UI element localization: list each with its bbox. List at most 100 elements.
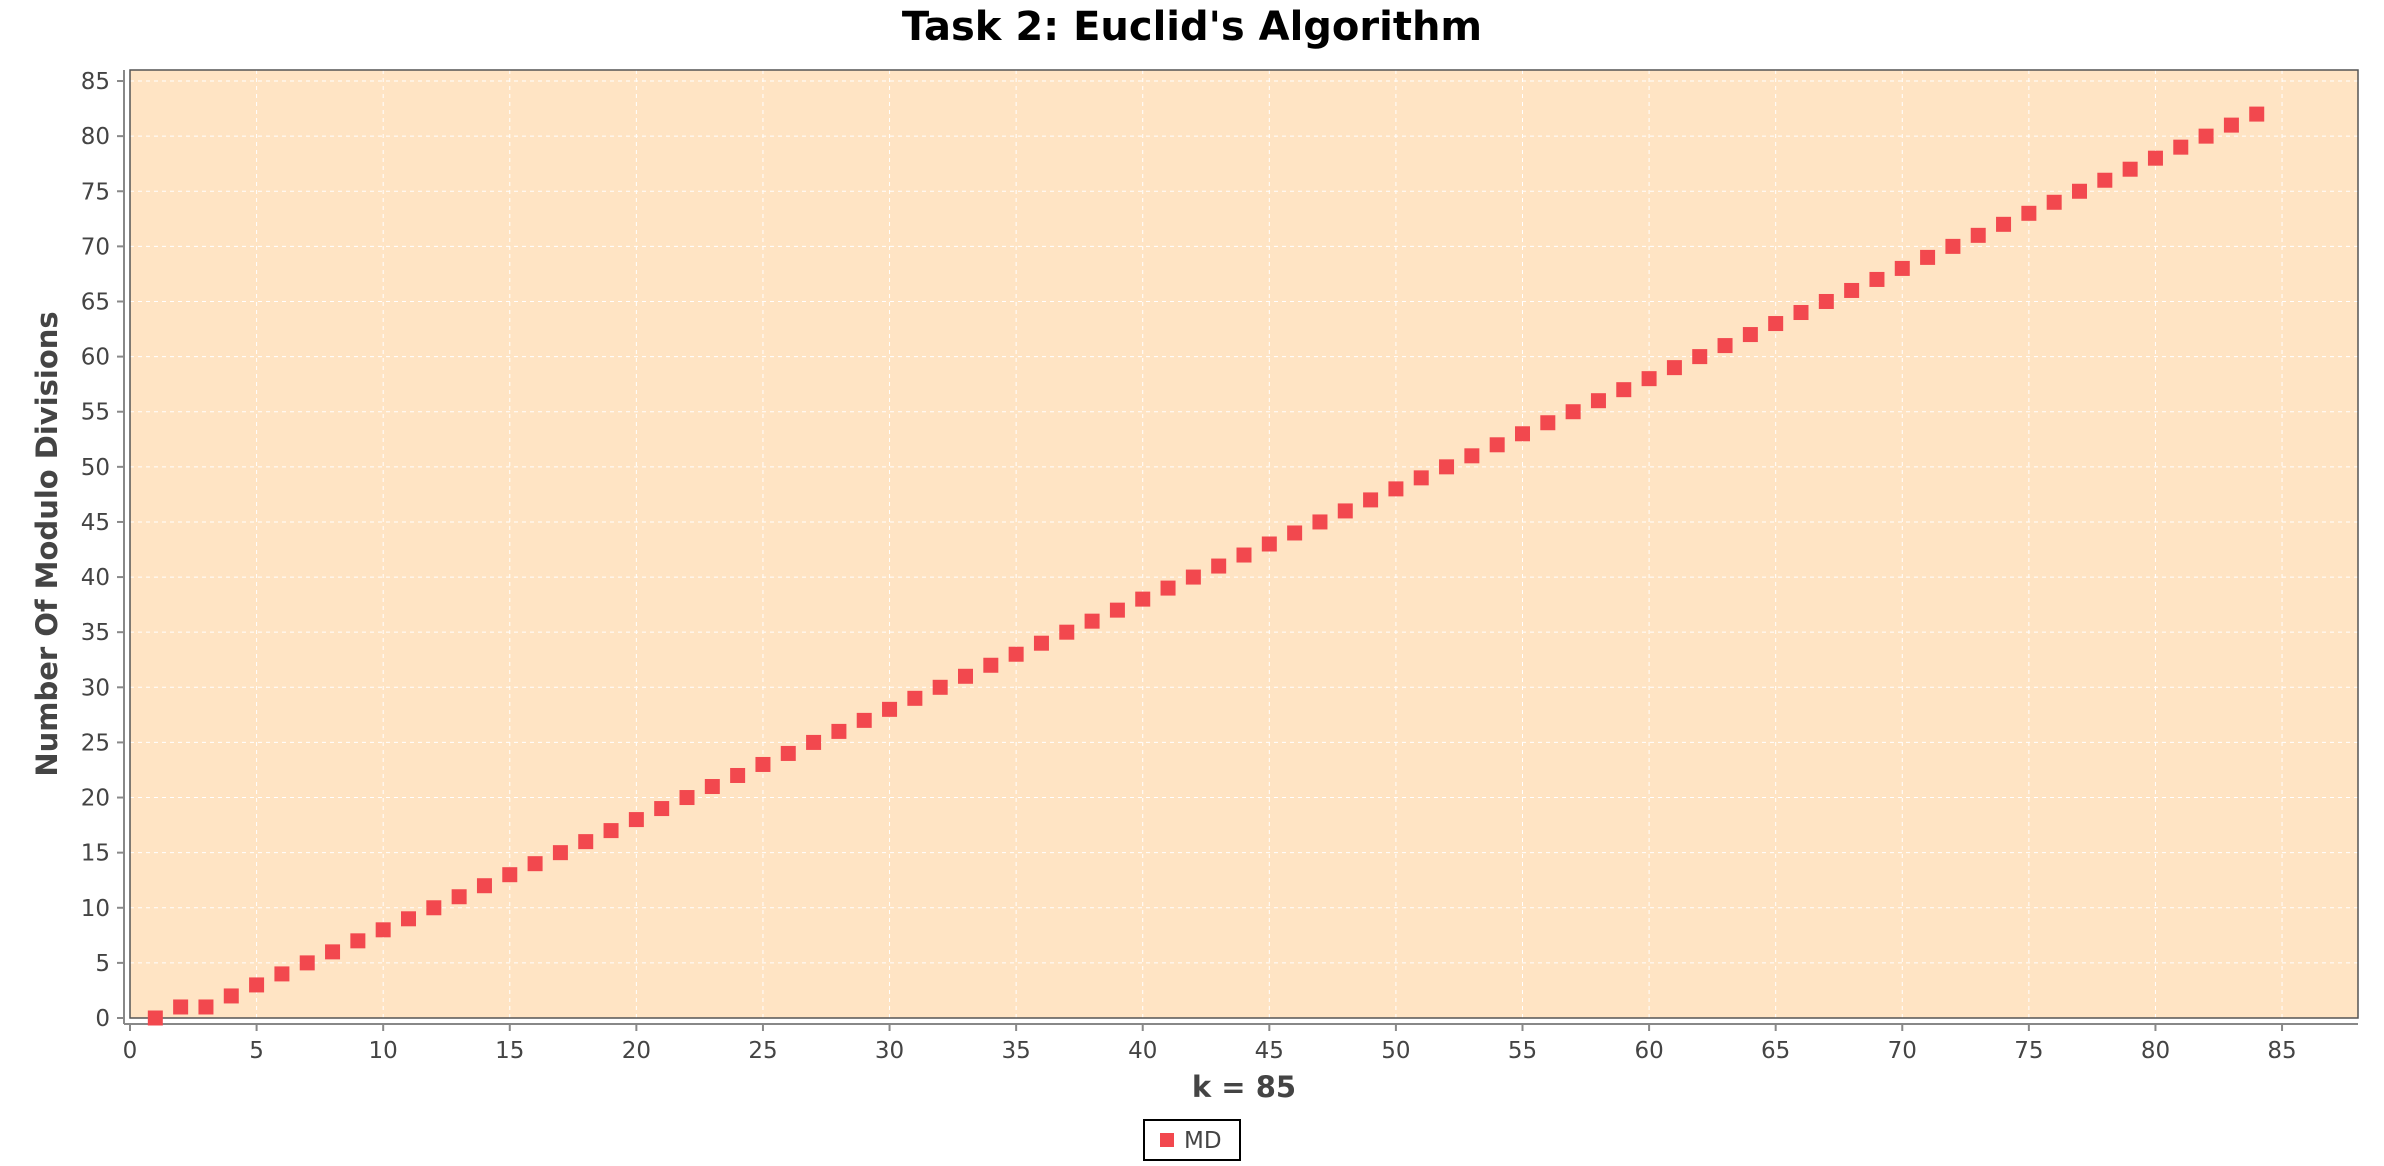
x-tick-label: 70	[1888, 1038, 1917, 1064]
data-point	[1945, 238, 1961, 254]
y-tick-label: 25	[81, 730, 110, 756]
data-point	[603, 823, 619, 839]
data-point	[2147, 150, 2163, 166]
data-point	[2072, 183, 2087, 199]
data-point	[502, 867, 518, 883]
data-point	[2021, 205, 2037, 221]
data-point	[983, 657, 999, 673]
data-point	[578, 834, 594, 850]
data-point	[2173, 139, 2189, 155]
x-tick-label: 55	[1508, 1038, 1537, 1064]
x-tick-label: 50	[1381, 1038, 1410, 1064]
data-point	[806, 734, 822, 750]
data-point	[1388, 481, 1404, 497]
data-point	[730, 767, 746, 783]
data-point	[1363, 492, 1379, 508]
data-point	[1970, 227, 1986, 243]
data-point	[1033, 635, 1049, 651]
data-point	[1869, 271, 1885, 287]
x-tick-label: 85	[2267, 1038, 2296, 1064]
x-tick-label: 35	[1001, 1038, 1030, 1064]
data-point	[1464, 448, 1480, 464]
data-point	[1996, 216, 2012, 232]
data-point	[1920, 249, 1936, 265]
x-tick-label: 75	[2014, 1038, 2043, 1064]
data-point	[1185, 569, 1201, 585]
y-axis-label: Number Of Modulo Divisions	[30, 311, 64, 776]
x-tick-label: 45	[1255, 1038, 1284, 1064]
grid	[130, 70, 2358, 1018]
data-point	[147, 1010, 163, 1026]
y-tick-label: 70	[81, 234, 110, 260]
y-tick-label: 80	[81, 124, 110, 150]
axes	[123, 69, 2359, 1025]
y-tick-label: 10	[81, 896, 110, 922]
data-point	[1641, 371, 1657, 387]
y-tick-label: 75	[81, 179, 110, 205]
x-tick-label: 20	[622, 1038, 651, 1064]
data-point	[1135, 591, 1151, 607]
data-point	[1515, 426, 1530, 442]
data-point	[704, 779, 720, 795]
data-point	[198, 999, 214, 1015]
data-point	[249, 977, 265, 993]
data-point	[2223, 117, 2239, 133]
data-point	[1616, 382, 1632, 398]
data-point	[1337, 503, 1353, 519]
y-tick-label: 60	[81, 345, 110, 371]
y-tick-label: 20	[81, 786, 110, 812]
data-point	[274, 966, 290, 982]
data-point	[1160, 580, 1176, 596]
data-point	[2097, 172, 2113, 188]
y-tick-label: 40	[81, 565, 110, 591]
data-point	[1489, 437, 1505, 453]
data-point	[831, 723, 847, 739]
chart-title: Task 2: Euclid's Algorithm	[902, 4, 1482, 50]
data-point	[476, 878, 492, 894]
data-point	[527, 856, 543, 872]
y-axis-ticks: 0 5 10 15 20 25 30 35 40 45 50 55 60 65 70 75 80 85	[81, 69, 124, 1032]
data-point	[325, 944, 341, 960]
data-point	[2249, 106, 2265, 122]
data-point	[1793, 305, 1809, 321]
data-point	[1742, 327, 1758, 343]
y-tick-label: 15	[81, 841, 110, 867]
data-point	[1894, 260, 1910, 276]
data-point	[1818, 293, 1834, 309]
data-point	[1565, 404, 1581, 420]
x-tick-label: 60	[1634, 1038, 1663, 1064]
data-point	[2198, 128, 2214, 144]
y-tick-label: 35	[81, 620, 110, 646]
data-point	[1590, 393, 1606, 409]
y-tick-label: 45	[81, 510, 110, 536]
data-point	[2122, 161, 2138, 177]
x-tick-label: 5	[249, 1038, 264, 1064]
data-point	[375, 922, 391, 938]
data-point	[654, 801, 670, 817]
data-point	[1008, 646, 1024, 662]
data-point	[1059, 624, 1075, 640]
data-point	[1109, 602, 1125, 618]
data-point	[1211, 558, 1227, 574]
series-md-points	[147, 106, 2265, 1026]
data-point	[1717, 338, 1733, 354]
y-tick-label: 5	[95, 951, 110, 977]
y-tick-label: 30	[81, 675, 110, 701]
x-axis-label: k = 85	[1192, 1070, 1296, 1104]
data-point	[1261, 536, 1277, 552]
x-tick-label: 15	[495, 1038, 524, 1064]
x-tick-label: 40	[1128, 1038, 1157, 1064]
y-tick-label: 85	[81, 69, 110, 95]
data-point	[679, 790, 695, 806]
data-point	[350, 933, 366, 949]
data-point	[907, 690, 923, 706]
legend-marker-icon	[1160, 1133, 1174, 1147]
data-point	[2046, 194, 2062, 210]
data-point	[932, 679, 948, 695]
data-point	[1692, 349, 1708, 365]
x-tick-label: 10	[369, 1038, 398, 1064]
data-point	[1439, 459, 1455, 475]
legend-label-md: MD	[1184, 1128, 1222, 1154]
data-point	[1768, 316, 1784, 332]
x-tick-label: 0	[123, 1038, 138, 1064]
